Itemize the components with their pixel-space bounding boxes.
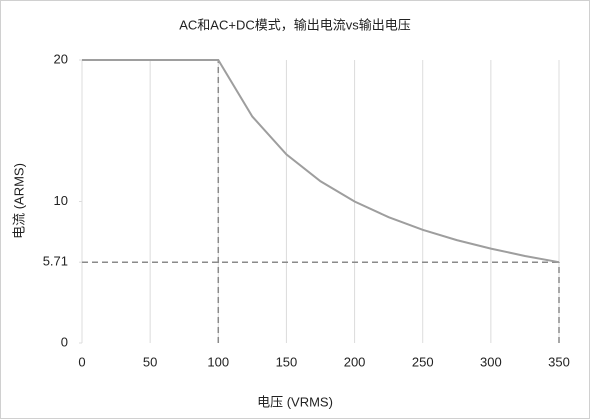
x-tick-label: 300	[480, 354, 502, 369]
x-tick-label: 350	[548, 354, 570, 369]
x-tick-label: 150	[276, 354, 298, 369]
y-tick-label: 5.71	[43, 254, 68, 269]
x-tick-label: 250	[412, 354, 434, 369]
y-tick-label: 0	[61, 334, 68, 349]
x-axis-label: 电压 (VRMS)	[257, 394, 333, 409]
y-axis-label: 电流 (ARMS)	[11, 163, 26, 239]
y-tick-label: 10	[54, 193, 68, 208]
y-tick-label: 20	[54, 51, 68, 66]
chart-title: AC和AC+DC模式，输出电流vs输出电压	[179, 17, 411, 32]
data-line	[82, 59, 560, 264]
x-tick-label: 0	[78, 354, 85, 369]
x-tick-label: 100	[207, 354, 229, 369]
x-tick-label: 200	[344, 354, 366, 369]
x-tick-label: 50	[143, 354, 157, 369]
